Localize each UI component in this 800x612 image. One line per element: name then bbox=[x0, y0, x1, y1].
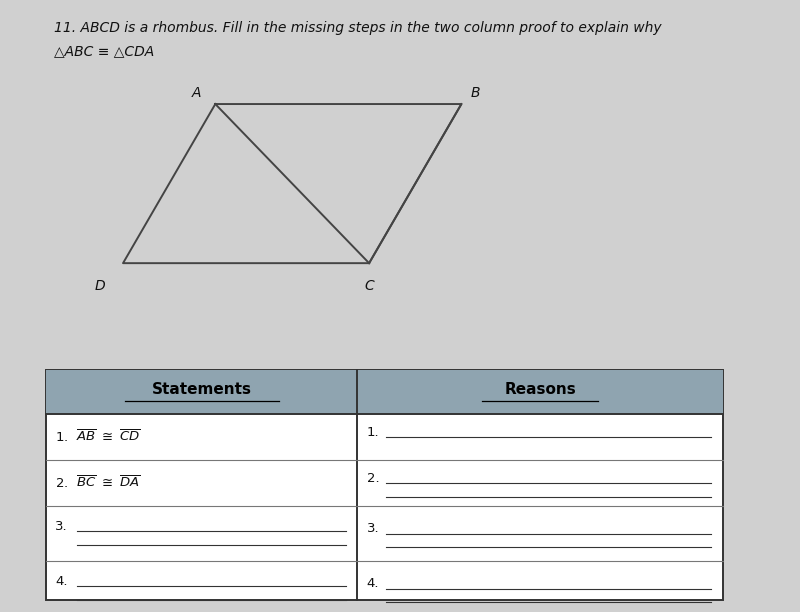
Text: 4.: 4. bbox=[366, 577, 379, 591]
Bar bbox=[46, 370, 358, 414]
Text: 3.: 3. bbox=[55, 520, 68, 533]
Text: 1.  $\overline{AB}\ \cong\ \overline{CD}$: 1. $\overline{AB}\ \cong\ \overline{CD}$ bbox=[55, 429, 141, 446]
Text: Reasons: Reasons bbox=[504, 382, 576, 397]
Text: 3.: 3. bbox=[366, 522, 379, 536]
Text: Statements: Statements bbox=[152, 382, 252, 397]
Text: 1.: 1. bbox=[366, 426, 379, 439]
Text: △ABC ≡ △CDA: △ABC ≡ △CDA bbox=[54, 44, 154, 58]
Text: D: D bbox=[94, 280, 106, 293]
Text: C: C bbox=[364, 280, 374, 293]
Text: 2.: 2. bbox=[366, 472, 379, 485]
Bar bbox=[358, 370, 723, 414]
Text: B: B bbox=[470, 86, 480, 100]
Text: 4.: 4. bbox=[55, 575, 68, 588]
Text: 2.  $\overline{BC}\ \cong\ \overline{DA}$: 2. $\overline{BC}\ \cong\ \overline{DA}$ bbox=[55, 475, 141, 491]
Text: 11. ABCD is a rhombus. Fill in the missing steps in the two column proof to expl: 11. ABCD is a rhombus. Fill in the missi… bbox=[54, 21, 662, 35]
Bar bbox=[46, 370, 723, 600]
Text: A: A bbox=[191, 86, 201, 100]
